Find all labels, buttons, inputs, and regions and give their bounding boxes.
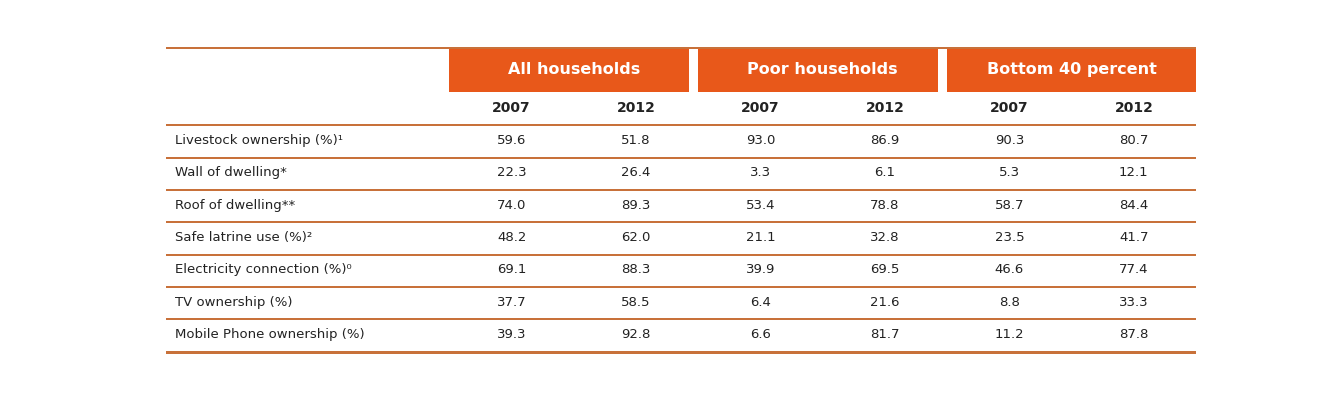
Text: Bottom 40 percent: Bottom 40 percent <box>986 62 1156 77</box>
Text: Wall of dwelling*: Wall of dwelling* <box>174 166 287 179</box>
Text: 74.0: 74.0 <box>497 199 526 212</box>
Text: 84.4: 84.4 <box>1119 199 1148 212</box>
Text: 5.3: 5.3 <box>999 166 1019 179</box>
Text: Roof of dwelling**: Roof of dwelling** <box>174 199 295 212</box>
Text: 59.6: 59.6 <box>497 134 526 147</box>
Bar <box>698 47 938 92</box>
Text: 32.8: 32.8 <box>870 231 900 244</box>
Bar <box>166 92 1196 124</box>
Text: Livestock ownership (%)¹: Livestock ownership (%)¹ <box>174 134 343 147</box>
Bar <box>166 318 1196 320</box>
Bar <box>166 254 1196 286</box>
Text: 3.3: 3.3 <box>750 166 771 179</box>
Text: 87.8: 87.8 <box>1119 328 1148 341</box>
Bar <box>449 47 690 92</box>
Text: All households: All households <box>508 62 641 77</box>
Text: Electricity connection (%)⁰: Electricity connection (%)⁰ <box>174 263 351 276</box>
Bar <box>166 254 1196 256</box>
Text: 77.4: 77.4 <box>1119 263 1148 276</box>
Text: 6.1: 6.1 <box>874 166 896 179</box>
Bar <box>166 222 1196 223</box>
Text: 51.8: 51.8 <box>621 134 651 147</box>
Text: 62.0: 62.0 <box>622 231 651 244</box>
Text: 89.3: 89.3 <box>622 199 651 212</box>
Bar <box>166 351 1196 354</box>
Text: 69.1: 69.1 <box>497 263 526 276</box>
Text: 33.3: 33.3 <box>1119 296 1148 309</box>
Text: 6.6: 6.6 <box>750 328 771 341</box>
Bar <box>166 286 1196 318</box>
Text: 41.7: 41.7 <box>1119 231 1148 244</box>
Bar <box>948 47 1196 92</box>
Text: 88.3: 88.3 <box>622 263 651 276</box>
Text: 2012: 2012 <box>617 101 655 115</box>
Text: 90.3: 90.3 <box>994 134 1025 147</box>
Text: 8.8: 8.8 <box>999 296 1019 309</box>
Text: 12.1: 12.1 <box>1119 166 1148 179</box>
Text: 37.7: 37.7 <box>497 296 526 309</box>
Bar <box>166 351 1196 353</box>
Text: 2007: 2007 <box>492 101 530 115</box>
Text: 58.5: 58.5 <box>621 296 651 309</box>
Text: 48.2: 48.2 <box>497 231 526 244</box>
Text: 2007: 2007 <box>742 101 780 115</box>
Text: 6.4: 6.4 <box>750 296 771 309</box>
Text: Poor households: Poor households <box>747 62 898 77</box>
Text: 21.6: 21.6 <box>870 296 900 309</box>
Bar <box>166 124 1196 126</box>
Bar <box>166 124 1196 157</box>
Text: TV ownership (%): TV ownership (%) <box>174 296 292 309</box>
Bar <box>166 47 1196 49</box>
Text: 2012: 2012 <box>865 101 905 115</box>
Text: Mobile Phone ownership (%): Mobile Phone ownership (%) <box>174 328 364 341</box>
Text: 11.2: 11.2 <box>994 328 1025 341</box>
Text: 86.9: 86.9 <box>870 134 900 147</box>
Text: 39.3: 39.3 <box>497 328 526 341</box>
Bar <box>166 222 1196 254</box>
Text: 92.8: 92.8 <box>622 328 651 341</box>
Text: 2012: 2012 <box>1115 101 1154 115</box>
Bar <box>166 189 1196 222</box>
Text: 81.7: 81.7 <box>870 328 900 341</box>
Text: 39.9: 39.9 <box>746 263 775 276</box>
Text: 23.5: 23.5 <box>994 231 1025 244</box>
Text: 2007: 2007 <box>990 101 1029 115</box>
Text: Safe latrine use (%)²: Safe latrine use (%)² <box>174 231 312 244</box>
Bar <box>166 286 1196 288</box>
Text: 22.3: 22.3 <box>497 166 526 179</box>
Bar <box>166 318 1196 351</box>
Text: 69.5: 69.5 <box>870 263 900 276</box>
Bar <box>166 157 1196 159</box>
Text: 46.6: 46.6 <box>995 263 1025 276</box>
Bar <box>166 47 1196 92</box>
Bar <box>166 157 1196 189</box>
Text: 93.0: 93.0 <box>746 134 775 147</box>
Bar <box>166 189 1196 191</box>
Text: 58.7: 58.7 <box>994 199 1025 212</box>
Text: 26.4: 26.4 <box>622 166 651 179</box>
Text: 53.4: 53.4 <box>746 199 775 212</box>
Text: 78.8: 78.8 <box>870 199 900 212</box>
Text: 21.1: 21.1 <box>746 231 775 244</box>
Text: 80.7: 80.7 <box>1119 134 1148 147</box>
